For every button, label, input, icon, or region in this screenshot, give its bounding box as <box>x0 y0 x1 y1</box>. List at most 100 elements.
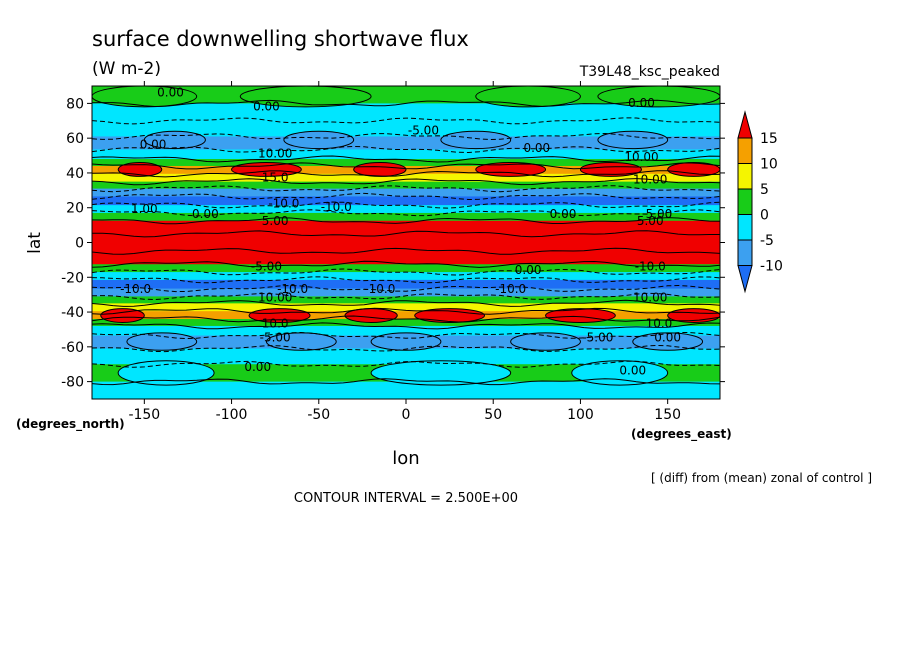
contour-line-negative <box>92 132 720 141</box>
x-tick-label: 0 <box>402 407 411 423</box>
contour-line-negative <box>92 360 720 368</box>
colorbar-under-arrow <box>737 265 753 294</box>
contour-label: 0.00 <box>523 141 550 155</box>
y-axis-label: lat <box>25 232 45 254</box>
zonal-band <box>92 381 720 399</box>
blue-anomaly-patch <box>283 130 355 150</box>
zonal-band <box>92 264 720 273</box>
zonal-band <box>92 279 720 290</box>
blue-anomaly-patch <box>440 130 512 150</box>
colorbar-label: 0 <box>760 208 769 224</box>
experiment-label: T39L48_ksc_peaked <box>579 64 720 80</box>
zonal-band <box>92 212 720 222</box>
contour-line-positive <box>92 217 720 225</box>
zonal-band <box>92 103 720 122</box>
zonal-band <box>92 181 720 190</box>
contour-label: 0.00 <box>253 99 280 113</box>
x-tick-label: 100 <box>567 407 594 423</box>
colorbar-over-arrow <box>737 110 753 139</box>
green-anomaly-patch <box>475 86 581 108</box>
colorbar-segment <box>737 239 753 266</box>
chart-units: (W m-2) <box>92 59 161 79</box>
contour-line-negative <box>92 292 720 301</box>
contour-label: 10.00 <box>258 291 292 305</box>
zonal-band <box>92 311 720 320</box>
colorbar-label: 10 <box>760 157 778 173</box>
zonal-band <box>92 233 720 252</box>
contour-label: 10.00 <box>633 172 667 186</box>
footer-note: [ (diff) from (mean) zonal of control ] <box>651 471 872 485</box>
red-anomaly-patch <box>100 308 145 323</box>
blue-anomaly-patch <box>126 332 198 351</box>
contour-interval-text: CONTOUR INTERVAL = 2.500E+00 <box>294 491 518 506</box>
colorbar-segment <box>737 214 753 241</box>
y-tick-label: -20 <box>61 270 84 286</box>
contour-line-negative <box>92 117 720 125</box>
contour-label: 10.0 <box>646 317 673 331</box>
zonal-band <box>92 188 720 197</box>
colorbar-legend: 15 10 5 0 -5 -10 <box>737 110 783 294</box>
zonal-band <box>92 196 720 206</box>
contour-label: 0.00 <box>550 207 577 221</box>
contour-line-positive <box>92 162 720 170</box>
plot-area: 0.00 0.00 0.00 -5.00 0.00 0.00 10.00 10.00 15.0 1… <box>91 85 721 400</box>
blue-anomaly-patch <box>632 332 704 351</box>
contour-line-positive <box>92 247 720 255</box>
colorbar-segment <box>737 188 753 215</box>
contour-line-negative <box>92 268 720 276</box>
contour-labels: 0.00 0.00 0.00 -5.00 0.00 0.00 10.00 10.00 15.0 1… <box>120 85 681 378</box>
contour-label: 10.00 <box>624 150 658 164</box>
zonal-band <box>92 325 720 337</box>
contour-line-negative <box>92 276 720 284</box>
contour-label: 10.00 <box>258 146 292 160</box>
y-tick-label: -40 <box>61 305 84 321</box>
contour-line-positive <box>92 99 720 108</box>
y-axis: 80 60 40 20 0 -20 -40 -60 -80 <box>61 96 725 391</box>
contour-line-positive <box>92 260 720 268</box>
contour-label: -5.00 <box>408 124 439 138</box>
zonal-band <box>92 303 720 312</box>
contour-label: 0.00 <box>628 96 655 110</box>
green-anomaly-patch <box>92 86 198 108</box>
colorbar-label: 15 <box>760 131 778 147</box>
contour-line-positive <box>92 178 720 186</box>
contour-label: 5.00 <box>637 214 664 228</box>
colorbar-segment <box>737 163 753 190</box>
contour-line-positive <box>92 315 720 323</box>
contour-line-negative <box>92 284 720 293</box>
zonal-band <box>92 136 720 150</box>
contour-label: -10.0 <box>120 282 151 296</box>
contour-line-positive <box>92 378 720 386</box>
red-anomaly-patch <box>579 162 643 177</box>
zonal-band <box>92 251 720 265</box>
y-tick-label: 20 <box>66 201 84 217</box>
green-anomaly-patch <box>597 86 720 108</box>
red-anomaly-patch <box>117 162 163 177</box>
contour-label: 0.00 <box>619 364 646 378</box>
colorbar-label: -5 <box>760 233 774 249</box>
zonal-band <box>92 149 720 160</box>
contour-line-negative <box>92 344 720 353</box>
contour-label: 1.00 <box>131 202 158 216</box>
x-tick-label: -100 <box>216 407 248 423</box>
zonal-band <box>92 319 720 327</box>
cyan-anomaly-patch <box>370 360 512 386</box>
zonal-band <box>92 159 720 167</box>
contour-label: -5.00 <box>582 331 613 345</box>
contour-label: 0.00 <box>244 360 271 374</box>
contour-label: -10.0 <box>635 259 666 273</box>
y-tick-label: -80 <box>61 375 84 391</box>
x-axis-label: lon <box>392 448 419 469</box>
y-tick-label: 80 <box>66 96 84 112</box>
contour-line-positive <box>92 230 720 238</box>
contour-line-positive <box>92 307 720 315</box>
x-tick-label: 150 <box>654 407 681 423</box>
contour-line-negative <box>92 331 720 340</box>
contour-label: 0.00 <box>515 263 542 277</box>
contour-line-negative <box>92 209 720 217</box>
zonal-band <box>92 272 720 281</box>
contour-label: -10.0 <box>268 197 299 211</box>
contour-label: 0.00 <box>157 85 184 99</box>
contour-label: 10.00 <box>633 291 667 305</box>
